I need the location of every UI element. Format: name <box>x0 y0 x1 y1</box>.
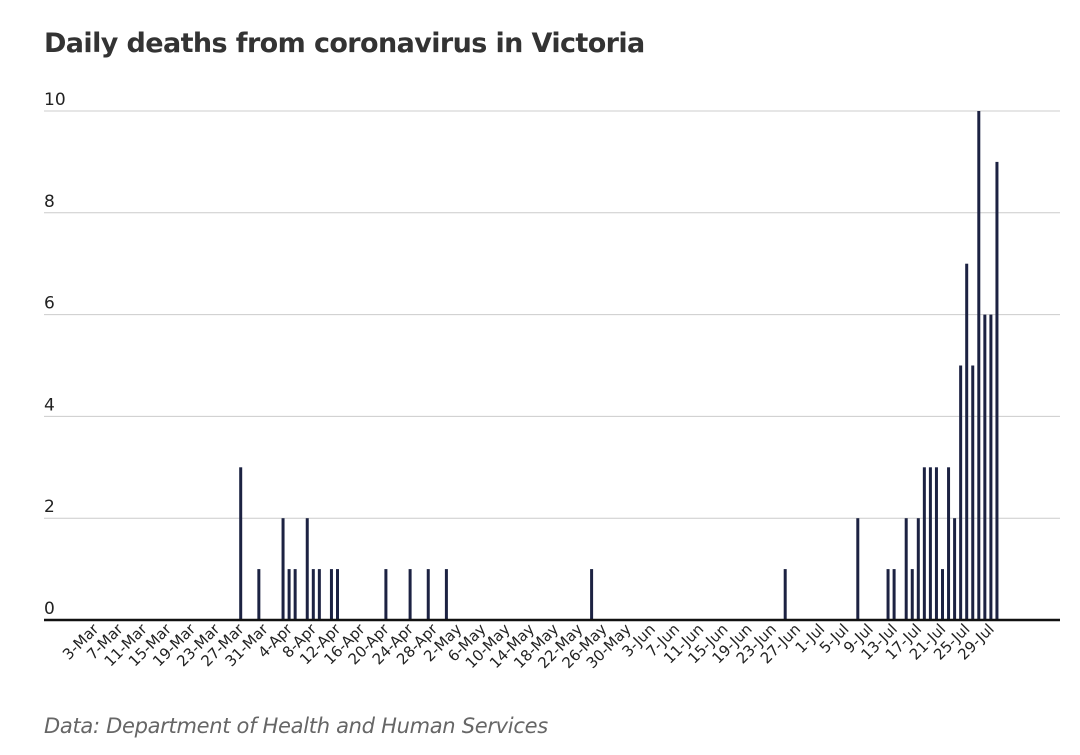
bar <box>426 569 430 620</box>
bar <box>317 569 321 620</box>
y-tick-label: 6 <box>44 294 55 314</box>
bar <box>856 518 860 620</box>
bar <box>904 518 908 620</box>
bar <box>892 569 896 620</box>
bar <box>965 263 969 620</box>
bar <box>239 467 243 620</box>
bar <box>971 365 975 620</box>
bar <box>953 518 957 620</box>
bar <box>783 569 787 620</box>
bar <box>886 569 890 620</box>
y-tick-label: 10 <box>44 90 66 110</box>
bar <box>995 161 999 620</box>
bar <box>329 569 333 620</box>
bar <box>947 467 951 620</box>
bar <box>983 314 987 620</box>
y-tick-label: 8 <box>44 192 55 212</box>
bar <box>311 569 315 620</box>
bar <box>941 569 944 620</box>
bar <box>281 518 285 620</box>
bar-chart: 02468103-Mar7-Mar11-Mar15-Mar19-Mar23-Ma… <box>44 90 1060 672</box>
y-tick-label: 2 <box>44 497 55 517</box>
y-tick-label: 4 <box>44 395 55 415</box>
bar <box>989 314 993 620</box>
bar <box>287 569 291 620</box>
bar <box>910 569 914 620</box>
bar <box>928 467 932 620</box>
bar <box>305 518 309 620</box>
bar <box>336 569 339 620</box>
y-tick-label: 0 <box>44 599 55 619</box>
data-source-note: Data: Department of Health and Human Ser… <box>44 714 548 738</box>
chart-title: Daily deaths from coronavirus in Victori… <box>44 28 645 59</box>
bar <box>408 569 412 620</box>
bar <box>922 467 926 620</box>
bar <box>444 569 448 620</box>
bar <box>257 569 261 620</box>
bar <box>590 569 594 620</box>
bar <box>977 111 981 620</box>
bar <box>959 365 963 620</box>
bar <box>293 569 297 620</box>
bar <box>916 518 920 620</box>
bar <box>384 569 388 620</box>
bar <box>934 467 938 620</box>
